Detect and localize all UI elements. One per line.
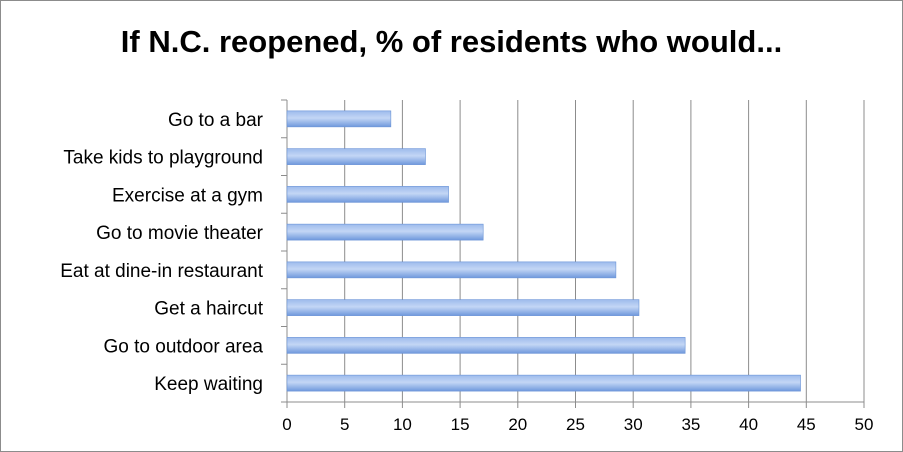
- category-label-6: Go to outdoor area: [104, 336, 264, 357]
- x-axis-ticks: 0 5 10 15 20 25 30 35 40 45 50: [282, 401, 874, 434]
- x-tick-label-50: 50: [855, 415, 874, 434]
- bars: [286, 110, 801, 392]
- x-tick-label-45: 45: [797, 415, 816, 434]
- x-tick-label-25: 25: [566, 415, 585, 434]
- x-tick-label-20: 20: [508, 415, 527, 434]
- x-tick-label-5: 5: [340, 415, 349, 434]
- category-label-7: Keep waiting: [154, 374, 263, 395]
- x-tick-label-30: 30: [624, 415, 643, 434]
- bar-7: [286, 374, 801, 392]
- bar-3: [286, 223, 484, 241]
- category-label-0: Go to a bar: [168, 110, 264, 131]
- category-label-5: Get a haircut: [154, 299, 263, 320]
- category-label-4: Eat at dine-in restaurant: [60, 261, 264, 282]
- category-label-2: Exercise at a gym: [112, 185, 263, 206]
- x-tick-label-40: 40: [739, 415, 758, 434]
- x-tick-label-10: 10: [393, 415, 412, 434]
- bar-0: [286, 110, 392, 128]
- bar-5: [286, 299, 640, 316]
- bar-2: [286, 186, 449, 203]
- bar-6: [286, 337, 686, 354]
- x-tick-label-35: 35: [681, 415, 700, 434]
- chart-title: If N.C. reopened, % of residents who wou…: [120, 24, 783, 59]
- bar-4: [286, 261, 617, 279]
- gridlines: [281, 99, 865, 403]
- category-label-3: Go to movie theater: [96, 223, 264, 244]
- category-labels: Go to a bar Take kids to playground Exerci…: [60, 110, 264, 395]
- bar-1: [286, 148, 426, 165]
- x-tick-label-0: 0: [282, 415, 291, 434]
- category-label-1: Take kids to playground: [63, 148, 263, 169]
- x-tick-label-15: 15: [451, 415, 470, 434]
